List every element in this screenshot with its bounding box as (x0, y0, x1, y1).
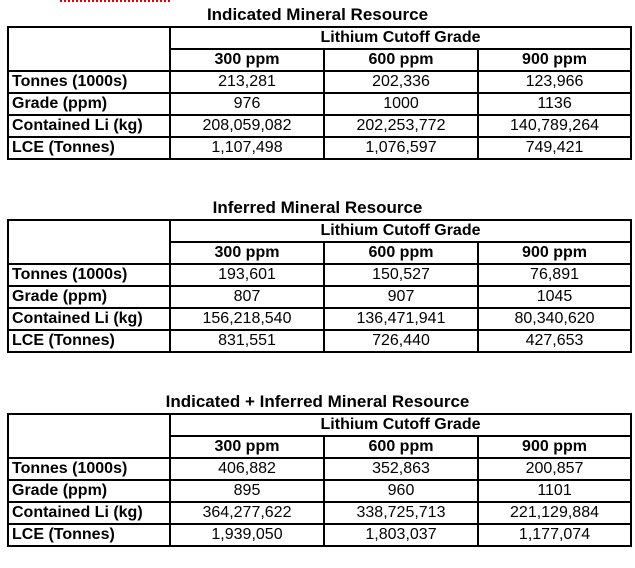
cell-value: 150,527 (323, 263, 479, 287)
column-header: 600 ppm (323, 435, 479, 459)
row-label: LCE (Tonnes) (7, 329, 171, 353)
table-row: Grade (ppm) 895 960 1101 (7, 479, 633, 503)
row-label: Grade (ppm) (7, 285, 171, 309)
table-title: Indicated + Inferred Mineral Resource (165, 392, 470, 411)
cell-value: 1000 (323, 92, 479, 116)
cutoff-grade-header: Lithium Cutoff Grade (168, 413, 633, 437)
cell-value: 1045 (476, 285, 633, 309)
cell-value: 123,966 (476, 70, 633, 94)
blank-corner-cell (7, 26, 171, 72)
table-row: Tonnes (1000s) 406,882 352,863 200,857 (7, 457, 633, 481)
cell-value: 726,440 (323, 329, 479, 353)
column-header: 900 ppm (476, 48, 633, 72)
cell-value: 907 (323, 285, 479, 309)
table-row: Grade (ppm) 807 907 1045 (7, 285, 633, 309)
combined-resource-section: Indicated + Inferred Mineral Resource Li… (0, 391, 635, 547)
cell-value: 364,277,622 (169, 501, 325, 525)
row-label: Contained Li (kg) (7, 501, 171, 525)
inferred-resource-section: Inferred Mineral Resource Lithium Cutoff… (0, 197, 635, 353)
table-row: Contained Li (kg) 364,277,622 338,725,71… (7, 501, 633, 525)
cell-value: 140,789,264 (476, 114, 633, 138)
cell-value: 1,076,597 (323, 136, 479, 160)
cell-value: 80,340,620 (476, 307, 633, 331)
cell-value: 831,551 (169, 329, 325, 353)
cell-value: 221,129,884 (476, 501, 633, 525)
column-header: 300 ppm (169, 241, 325, 265)
cell-value: 1101 (476, 479, 633, 503)
column-header: 900 ppm (476, 241, 633, 265)
table-row: LCE (Tonnes) 1,107,498 1,076,597 749,421 (7, 136, 633, 160)
cell-value: 895 (169, 479, 325, 503)
cell-value: 208,059,082 (169, 114, 325, 138)
cell-value: 338,725,713 (323, 501, 479, 525)
row-label: Contained Li (kg) (7, 307, 171, 331)
table-row: LCE (Tonnes) 831,551 726,440 427,653 (7, 329, 633, 353)
cell-value: 1136 (476, 92, 633, 116)
cell-value: 202,336 (323, 70, 479, 94)
cell-value: 213,281 (169, 70, 325, 94)
column-header: 600 ppm (323, 48, 479, 72)
blank-corner-cell (7, 413, 171, 459)
row-label: LCE (Tonnes) (7, 136, 171, 160)
table-title: Indicated Mineral Resource (206, 5, 429, 24)
red-annotation-mark (60, 0, 170, 5)
table-row: LCE (Tonnes) 1,939,050 1,803,037 1,177,0… (7, 523, 633, 547)
cell-value: 1,939,050 (169, 523, 325, 547)
cell-value: 1,107,498 (169, 136, 325, 160)
cutoff-grade-header: Lithium Cutoff Grade (168, 219, 633, 243)
cell-value: 136,471,941 (323, 307, 479, 331)
table-row: Tonnes (1000s) 213,281 202,336 123,966 (7, 70, 633, 94)
table-row: Contained Li (kg) 208,059,082 202,253,77… (7, 114, 633, 138)
combined-resource-table: Lithium Cutoff Grade 300 ppm 600 ppm 900… (7, 413, 633, 547)
cell-value: 960 (323, 479, 479, 503)
cell-value: 76,891 (476, 263, 633, 287)
column-header: 600 ppm (323, 241, 479, 265)
column-header: 900 ppm (476, 435, 633, 459)
cell-value: 749,421 (476, 136, 633, 160)
cell-value: 406,882 (169, 457, 325, 481)
cell-value: 352,863 (323, 457, 479, 481)
inferred-resource-table: Lithium Cutoff Grade 300 ppm 600 ppm 900… (7, 219, 633, 353)
row-label: Tonnes (1000s) (7, 263, 171, 287)
cell-value: 193,601 (169, 263, 325, 287)
table-row: Contained Li (kg) 156,218,540 136,471,94… (7, 307, 633, 331)
row-label: Tonnes (1000s) (7, 70, 171, 94)
row-label: Contained Li (kg) (7, 114, 171, 138)
row-label: LCE (Tonnes) (7, 523, 171, 547)
cell-value: 976 (169, 92, 325, 116)
indicated-resource-section: Indicated Mineral Resource Lithium Cutof… (0, 4, 635, 160)
cell-value: 156,218,540 (169, 307, 325, 331)
blank-corner-cell (7, 219, 171, 265)
indicated-resource-table: Lithium Cutoff Grade 300 ppm 600 ppm 900… (7, 26, 633, 160)
cutoff-grade-header: Lithium Cutoff Grade (168, 26, 633, 50)
cell-value: 202,253,772 (323, 114, 479, 138)
table-title: Inferred Mineral Resource (212, 198, 423, 217)
table-row: Grade (ppm) 976 1000 1136 (7, 92, 633, 116)
column-header: 300 ppm (169, 48, 325, 72)
column-header: 300 ppm (169, 435, 325, 459)
row-label: Tonnes (1000s) (7, 457, 171, 481)
row-label: Grade (ppm) (7, 92, 171, 116)
cell-value: 427,653 (476, 329, 633, 353)
cell-value: 200,857 (476, 457, 633, 481)
cell-value: 1,177,074 (476, 523, 633, 547)
cell-value: 1,803,037 (323, 523, 479, 547)
table-row: Tonnes (1000s) 193,601 150,527 76,891 (7, 263, 633, 287)
cell-value: 807 (169, 285, 325, 309)
row-label: Grade (ppm) (7, 479, 171, 503)
